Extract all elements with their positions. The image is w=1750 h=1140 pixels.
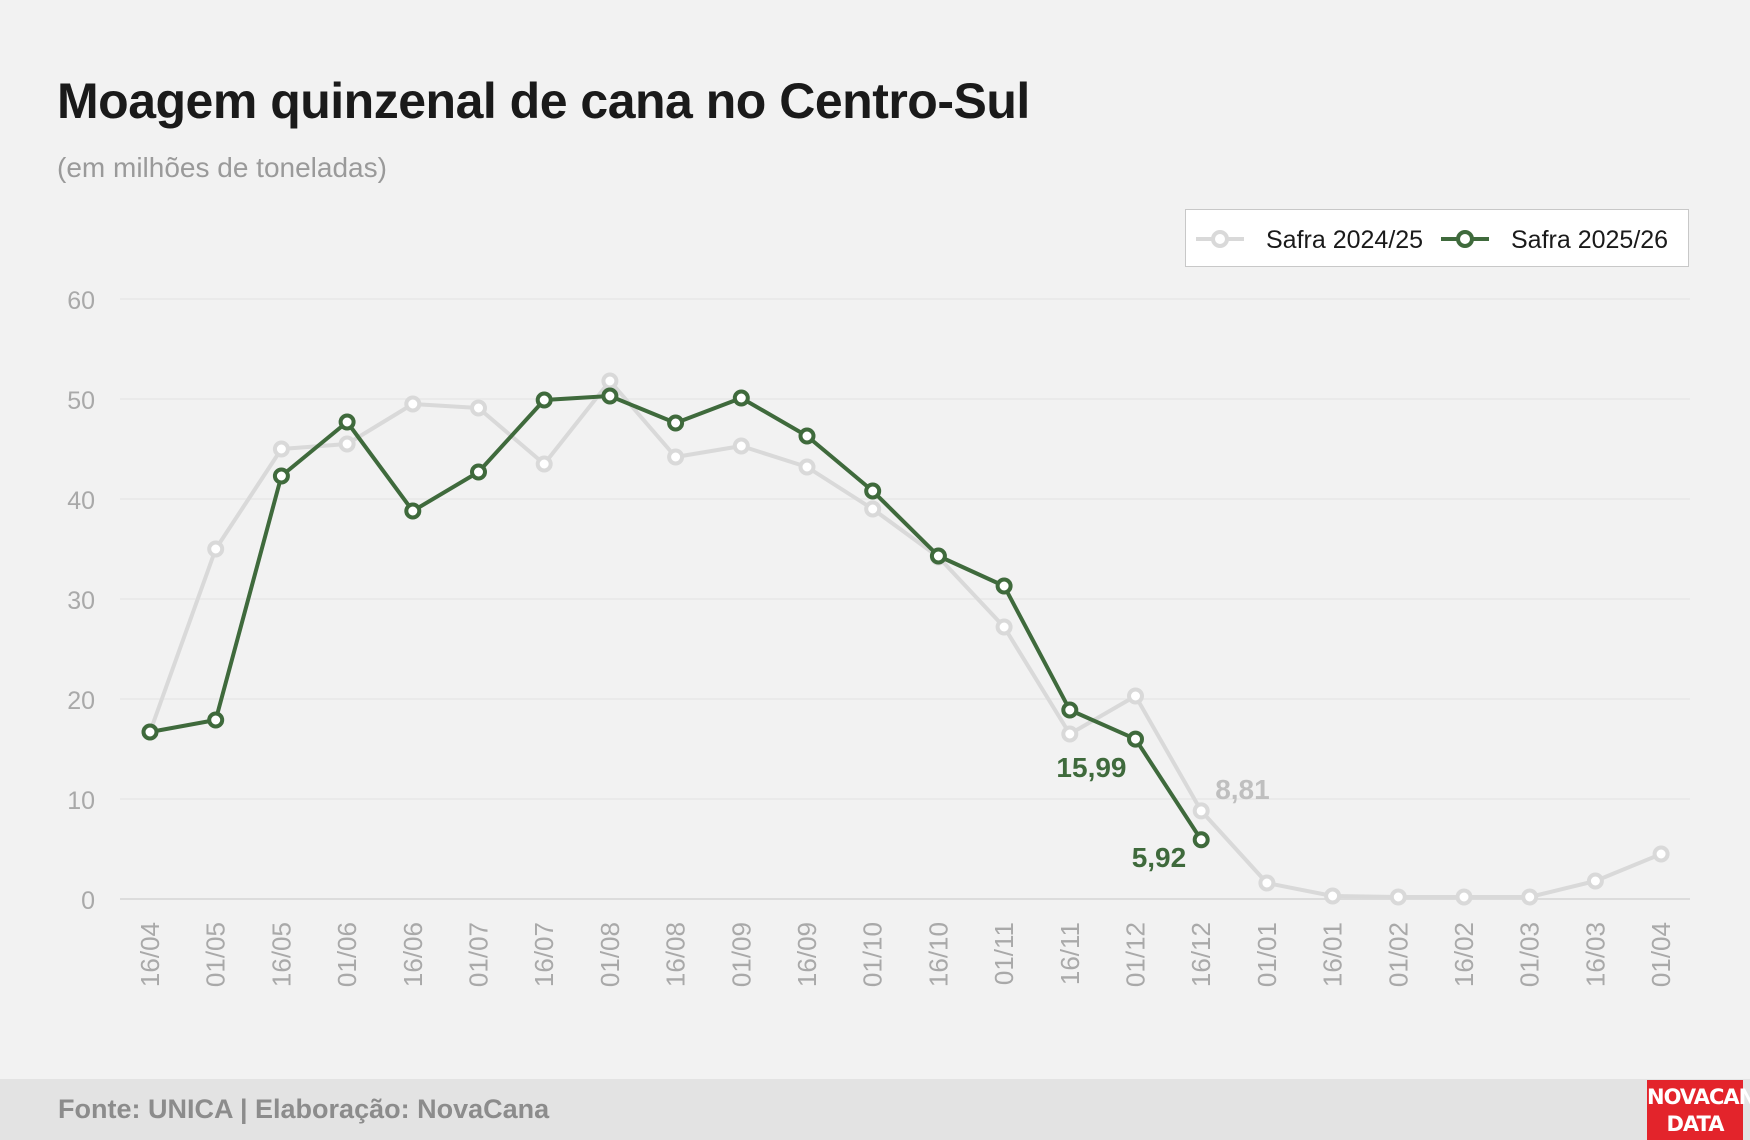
data-label: 8,81 — [1215, 774, 1270, 805]
data-point — [1521, 888, 1539, 906]
data-point — [272, 467, 290, 485]
x-tick-label: 16/03 — [1580, 922, 1610, 987]
x-tick-label: 01/04 — [1646, 922, 1676, 987]
x-tick-label: 01/02 — [1383, 922, 1413, 987]
y-tick-label: 10 — [67, 787, 95, 815]
x-tick-label: 16/06 — [398, 922, 428, 987]
data-label: 15,99 — [1056, 752, 1126, 783]
x-tick-label: 16/10 — [923, 922, 953, 987]
legend: Safra 2024/25 Safra 2025/26 — [1185, 209, 1689, 267]
x-tick-label: 01/05 — [201, 922, 231, 987]
data-point — [667, 414, 685, 432]
series-0 — [141, 372, 1670, 906]
x-tick-label: 01/10 — [858, 922, 888, 987]
legend-entry-safra-2024-25: Safra 2024/25 — [1196, 226, 1423, 254]
data-point — [141, 723, 159, 741]
footer: Fonte: UNICA | Elaboração: NovaCana — [0, 1079, 1750, 1140]
data-point — [207, 540, 225, 558]
grid-lines — [120, 298, 1690, 900]
x-tick-label: 01/01 — [1252, 922, 1282, 987]
data-point — [404, 502, 422, 520]
data-point — [798, 458, 816, 476]
x-tick-label: 01/08 — [595, 922, 625, 987]
data-point — [470, 399, 487, 417]
legend-marker-2024-25 — [1211, 230, 1229, 248]
data-point — [1061, 725, 1079, 743]
x-tick-label: 16/07 — [529, 922, 559, 987]
y-tick-label: 60 — [67, 287, 95, 315]
data-point — [1127, 687, 1144, 705]
data-point — [929, 547, 947, 565]
data-point — [601, 372, 619, 390]
x-tick-label: 01/12 — [1121, 922, 1151, 987]
legend-svg: Safra 2024/25 Safra 2025/26 — [1196, 226, 1668, 254]
data-point — [207, 711, 225, 729]
series-lines — [141, 372, 1670, 906]
data-point — [732, 389, 750, 407]
legend-label-2025-26: Safra 2025/26 — [1511, 226, 1668, 254]
data-point — [535, 455, 553, 473]
data-label: 5,92 — [1132, 842, 1187, 873]
data-labels: 8,81 15,99 5,92 — [1056, 752, 1269, 873]
novacana-data-logo: NOVACANA DATA — [1647, 1080, 1750, 1140]
data-point — [470, 463, 487, 481]
data-point — [1258, 874, 1276, 892]
data-point — [404, 395, 422, 413]
x-tick-label: 16/09 — [792, 922, 822, 987]
x-tick-label: 16/01 — [1318, 922, 1348, 987]
x-axis-ticks: 16/04 01/05 16/05 01/06 16/06 01/07 16/07 01/08… — [135, 922, 1676, 987]
x-tick-label: 16/02 — [1449, 922, 1479, 987]
y-tick-label: 0 — [81, 887, 95, 915]
logo-line-2: DATA — [1666, 1112, 1724, 1136]
data-point — [338, 413, 356, 431]
y-tick-label: 30 — [67, 587, 95, 615]
x-tick-label: 01/07 — [464, 922, 494, 987]
data-point — [272, 440, 290, 458]
data-point — [1061, 701, 1079, 719]
data-point — [1389, 888, 1407, 906]
legend-entry-safra-2025-26: Safra 2025/26 — [1441, 226, 1668, 254]
y-tick-label: 20 — [67, 687, 95, 715]
footer-source: Fonte: UNICA | Elaboração: NovaCana — [58, 1094, 550, 1124]
data-point — [338, 435, 356, 453]
data-point — [995, 618, 1013, 636]
y-tick-label: 50 — [67, 387, 95, 415]
series-line — [148, 379, 1664, 899]
y-tick-label: 40 — [67, 487, 95, 515]
y-axis-ticks: 0 10 20 30 40 50 60 — [67, 287, 95, 915]
chart-title: Moagem quinzenal de cana no Centro-Sul — [57, 73, 1030, 129]
x-tick-label: 16/05 — [266, 922, 296, 987]
data-point — [1652, 845, 1670, 863]
legend-marker-2025-26 — [1456, 230, 1474, 248]
data-point — [995, 577, 1013, 595]
x-tick-label: 16/04 — [135, 922, 165, 987]
legend-label-2024-25: Safra 2024/25 — [1266, 226, 1423, 254]
data-point — [864, 482, 882, 500]
x-tick-label: 01/06 — [332, 922, 362, 987]
x-tick-label: 16/11 — [1055, 922, 1085, 985]
data-point — [1324, 887, 1342, 905]
data-point — [601, 387, 619, 405]
data-point — [1192, 831, 1210, 849]
x-tick-label: 16/12 — [1186, 922, 1216, 987]
logo-line-1: NOVACANA — [1647, 1085, 1750, 1109]
x-tick-label: 01/11 — [989, 922, 1019, 985]
data-point — [535, 391, 553, 409]
x-tick-label: 16/08 — [661, 922, 691, 987]
data-point — [798, 427, 816, 445]
data-point — [1455, 888, 1473, 906]
data-point — [1192, 802, 1210, 820]
data-point — [732, 437, 750, 455]
data-point — [1127, 730, 1144, 748]
chart-plot: 0 10 20 30 40 50 60 16/04 01/05 16/05 01/06 16/06 0… — [67, 287, 1690, 987]
data-point — [864, 500, 882, 518]
chart-subtitle: (em milhões de toneladas) — [57, 152, 387, 183]
data-point — [667, 448, 685, 466]
data-point — [1586, 872, 1604, 890]
x-tick-label: 01/03 — [1515, 922, 1545, 987]
series-1 — [141, 387, 1210, 849]
x-tick-label: 01/09 — [726, 922, 756, 987]
